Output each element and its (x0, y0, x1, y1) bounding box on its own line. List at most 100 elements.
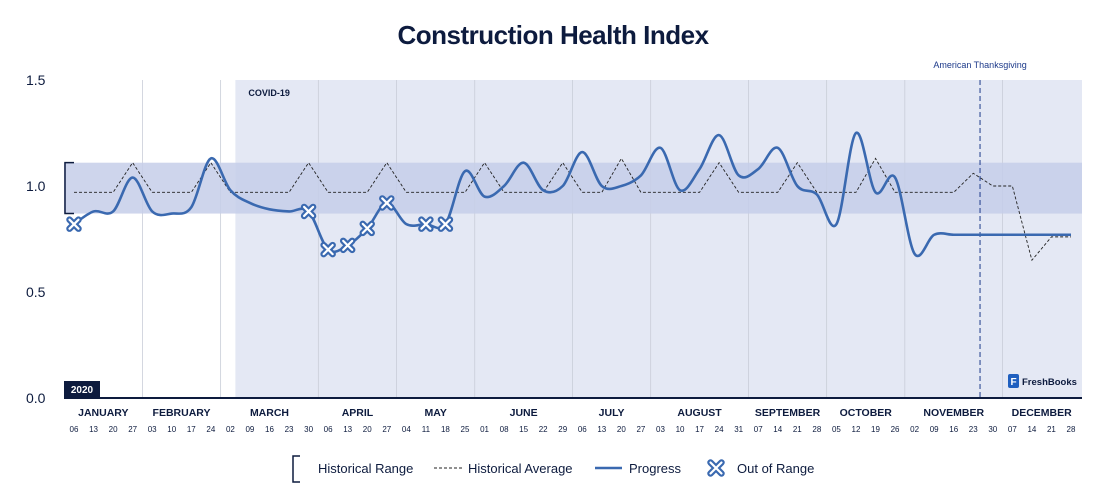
month-label: APRIL (342, 407, 374, 419)
week-day-label: 06 (578, 425, 587, 434)
week-day-label: 16 (265, 425, 274, 434)
week-day-label: 02 (910, 425, 919, 434)
month-label: SEPTEMBER (755, 407, 821, 419)
marker-center (439, 218, 452, 230)
legend-x-marker (707, 459, 725, 477)
plot-area: COVID-19 0.0 0.5 1.0 1.5 American Thanksgivin… (26, 60, 1082, 406)
year-badge (64, 381, 100, 398)
range-bracket-icon (292, 455, 300, 483)
historical-range-bracket (64, 161, 74, 215)
freshbooks-logo-icon (1008, 374, 1019, 388)
week-day-label: 12 (852, 425, 861, 434)
marker-center (302, 205, 315, 218)
week-day-label: 18 (441, 425, 450, 434)
week-day-label: 21 (793, 425, 802, 434)
marker-center (322, 244, 334, 256)
historical-range-band (64, 162, 1082, 214)
week-day-label: 28 (1067, 425, 1076, 434)
covid-label: COVID-19 (248, 88, 290, 98)
chart-title: Construction Health Index (397, 20, 709, 50)
marker-center (361, 222, 373, 234)
out-of-range-marker (300, 203, 317, 220)
week-day-label: 27 (382, 425, 391, 434)
week-day-label: 30 (304, 425, 313, 434)
marker-center (709, 461, 723, 475)
week-day-label: 21 (1047, 425, 1056, 434)
week-day-label: 14 (773, 425, 782, 434)
x-axis: JANUARY FEBRUARY MARCH APRIL MAY JUNE JULY AUGU… (64, 397, 1082, 434)
week-day-label: 10 (676, 425, 685, 434)
month-label: MARCH (250, 407, 289, 419)
week-day-label: 16 (949, 425, 958, 434)
week-day-label: 29 (558, 425, 567, 434)
legend-progress-label: Progress (629, 461, 682, 476)
out-of-range-marker (66, 216, 82, 232)
out-of-range-marker (379, 195, 395, 211)
marker-center (68, 218, 80, 230)
month-label: JULY (599, 407, 625, 419)
out-of-range-marker (359, 220, 375, 237)
week-day-label: 17 (187, 425, 196, 434)
month-label: AUGUST (677, 407, 722, 419)
week-day-label: 13 (343, 425, 352, 434)
week-day-label: 09 (245, 425, 254, 434)
week-day-label: 31 (734, 425, 743, 434)
week-day-label: 27 (128, 425, 137, 434)
out-of-range-marker (437, 216, 454, 232)
month-label: JUNE (510, 407, 538, 419)
legend-out-of-range: Out of Range (707, 459, 814, 477)
week-day-label: 15 (519, 425, 528, 434)
week-day-label: 22 (539, 425, 548, 434)
legend-range-label: Historical Range (318, 461, 413, 476)
marker-center (381, 197, 393, 209)
thanksgiving-label: American Thanksgiving (933, 60, 1026, 70)
week-day-label: 28 (812, 425, 821, 434)
progress-line (73, 131, 1071, 258)
legend: Historical Range Historical Average Prog… (292, 455, 814, 483)
week-day-label: 06 (70, 425, 79, 434)
week-day-label: 27 (636, 425, 645, 434)
y-tick-label: 1.0 (26, 178, 46, 194)
month-label: DECEMBER (1012, 407, 1073, 419)
month-label: NOVEMBER (923, 407, 984, 419)
week-day-label: 01 (480, 425, 489, 434)
week-day-label: 10 (167, 425, 176, 434)
y-tick-label: 0.5 (26, 284, 46, 300)
week-day-label: 23 (969, 425, 978, 434)
legend-progress: Progress (595, 461, 682, 476)
month-label: FEBRUARY (153, 407, 211, 419)
week-day-label: 03 (148, 425, 157, 434)
marker-center (420, 218, 432, 230)
legend-historical-range: Historical Range (292, 455, 413, 483)
week-day-label: 24 (206, 425, 215, 434)
week-day-label: 14 (1027, 425, 1036, 434)
week-day-label: 24 (715, 425, 724, 434)
week-day-label: 06 (324, 425, 333, 434)
week-day-label: 07 (754, 425, 763, 434)
week-day-label: 17 (695, 425, 704, 434)
y-tick-label: 1.5 (26, 72, 46, 88)
out-of-range-marker (339, 237, 356, 254)
week-day-label: 13 (597, 425, 606, 434)
month-label: MAY (424, 407, 446, 419)
out-of-range-marker (320, 241, 336, 258)
legend-historical-average: Historical Average (434, 461, 573, 476)
week-day-label: 30 (988, 425, 997, 434)
legend-average-label: Historical Average (468, 461, 573, 476)
week-day-label: 03 (656, 425, 665, 434)
covid-shaded-region (235, 80, 1082, 398)
month-label: JANUARY (78, 407, 128, 419)
week-day-label: 13 (89, 425, 98, 434)
year-badge-label: 2020 (71, 385, 94, 396)
week-day-label: 26 (891, 425, 900, 434)
week-day-label: 09 (930, 425, 939, 434)
week-day-label: 04 (402, 425, 411, 434)
week-day-label: 25 (461, 425, 470, 434)
week-day-label: 02 (226, 425, 235, 434)
y-tick-label: 0.0 (26, 390, 46, 406)
week-day-label: 07 (1008, 425, 1017, 434)
out-of-range-icon (707, 459, 725, 477)
week-day-label: 19 (871, 425, 880, 434)
out-of-range-marker (418, 216, 434, 232)
